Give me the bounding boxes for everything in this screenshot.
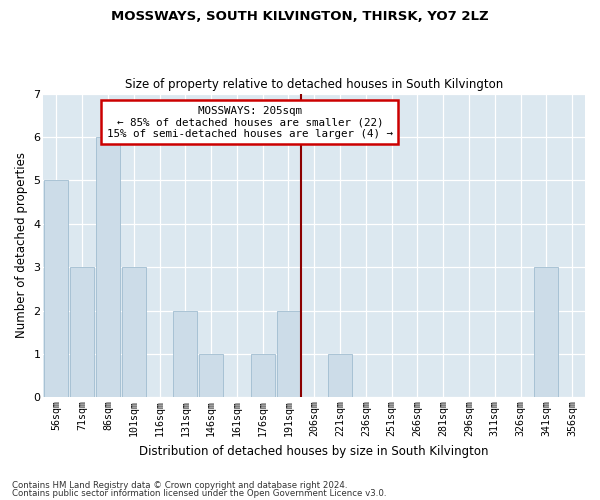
Title: Size of property relative to detached houses in South Kilvington: Size of property relative to detached ho…: [125, 78, 503, 91]
Text: MOSSWAYS, SOUTH KILVINGTON, THIRSK, YO7 2LZ: MOSSWAYS, SOUTH KILVINGTON, THIRSK, YO7 …: [111, 10, 489, 23]
Bar: [535, 267, 558, 398]
X-axis label: Distribution of detached houses by size in South Kilvington: Distribution of detached houses by size …: [139, 444, 489, 458]
Bar: [173, 310, 197, 398]
Bar: [251, 354, 275, 398]
Y-axis label: Number of detached properties: Number of detached properties: [15, 152, 28, 338]
Bar: [44, 180, 68, 398]
Bar: [328, 354, 352, 398]
Bar: [70, 267, 94, 398]
Bar: [122, 267, 146, 398]
Text: Contains HM Land Registry data © Crown copyright and database right 2024.: Contains HM Land Registry data © Crown c…: [12, 481, 347, 490]
Text: MOSSWAYS: 205sqm
← 85% of detached houses are smaller (22)
15% of semi-detached : MOSSWAYS: 205sqm ← 85% of detached house…: [107, 106, 393, 139]
Bar: [277, 310, 301, 398]
Text: Contains public sector information licensed under the Open Government Licence v3: Contains public sector information licen…: [12, 488, 386, 498]
Bar: [96, 137, 120, 398]
Bar: [199, 354, 223, 398]
